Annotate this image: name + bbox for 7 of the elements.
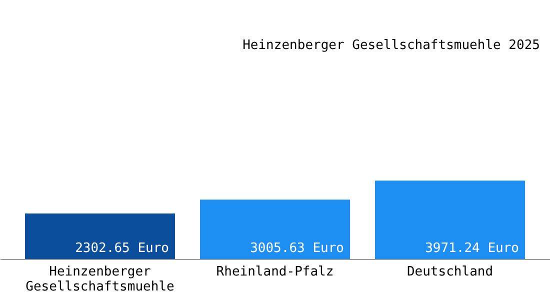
chart-title: Heinzenberger Gesellschaftsmuehle 2025: [242, 38, 540, 53]
data-label: 2302.65 Euro: [75, 241, 169, 256]
data-label: 3005.63 Euro: [250, 241, 344, 256]
x-tick-label: Heinzenberger Gesellschaftsmuehle: [26, 264, 175, 294]
x-tick-label: Deutschland: [406, 264, 494, 280]
data-label: 3971.24 Euro: [425, 241, 519, 256]
x-tick-label: Rheinland-Pfalz: [216, 264, 334, 280]
